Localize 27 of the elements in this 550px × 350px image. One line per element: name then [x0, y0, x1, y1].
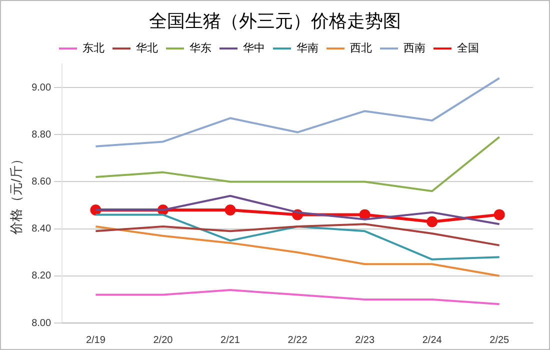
x-tick-label: 2/19	[86, 334, 106, 346]
x-tick-label: 2/21	[220, 334, 240, 346]
y-tick-label: 8.20	[32, 270, 52, 282]
x-tick-label: 2/25	[490, 334, 510, 346]
legend-label: 华南	[296, 42, 318, 55]
legend-label: 华东	[190, 42, 212, 55]
y-tick-label: 8.00	[32, 318, 52, 329]
legend-label: 东北	[82, 42, 104, 55]
legend-label: 西北	[350, 42, 372, 55]
point	[359, 209, 370, 220]
x-tick-label: 2/23	[355, 334, 375, 346]
legend-label: 华北	[136, 42, 158, 55]
legend-label: 全国	[457, 42, 479, 55]
y-tick-label: 8.60	[32, 176, 52, 188]
point	[494, 209, 505, 220]
legend-label: 西南	[404, 42, 426, 55]
point	[224, 204, 236, 216]
chart-title: 全国生猪（外三元）价格走势图	[148, 10, 402, 34]
y-tick-label: 8.80	[32, 129, 52, 140]
point	[426, 216, 438, 228]
x-tick-label: 2/20	[153, 334, 174, 346]
x-tick-label: 2/22	[288, 334, 308, 346]
y-tick-label: 8.40	[32, 224, 52, 235]
y-axis-title: 价格（元/斤）	[8, 152, 24, 236]
legend-label: 华中	[243, 42, 265, 55]
y-tick-label: 9.00	[32, 82, 52, 94]
x-tick-label: 2/24	[422, 334, 442, 346]
